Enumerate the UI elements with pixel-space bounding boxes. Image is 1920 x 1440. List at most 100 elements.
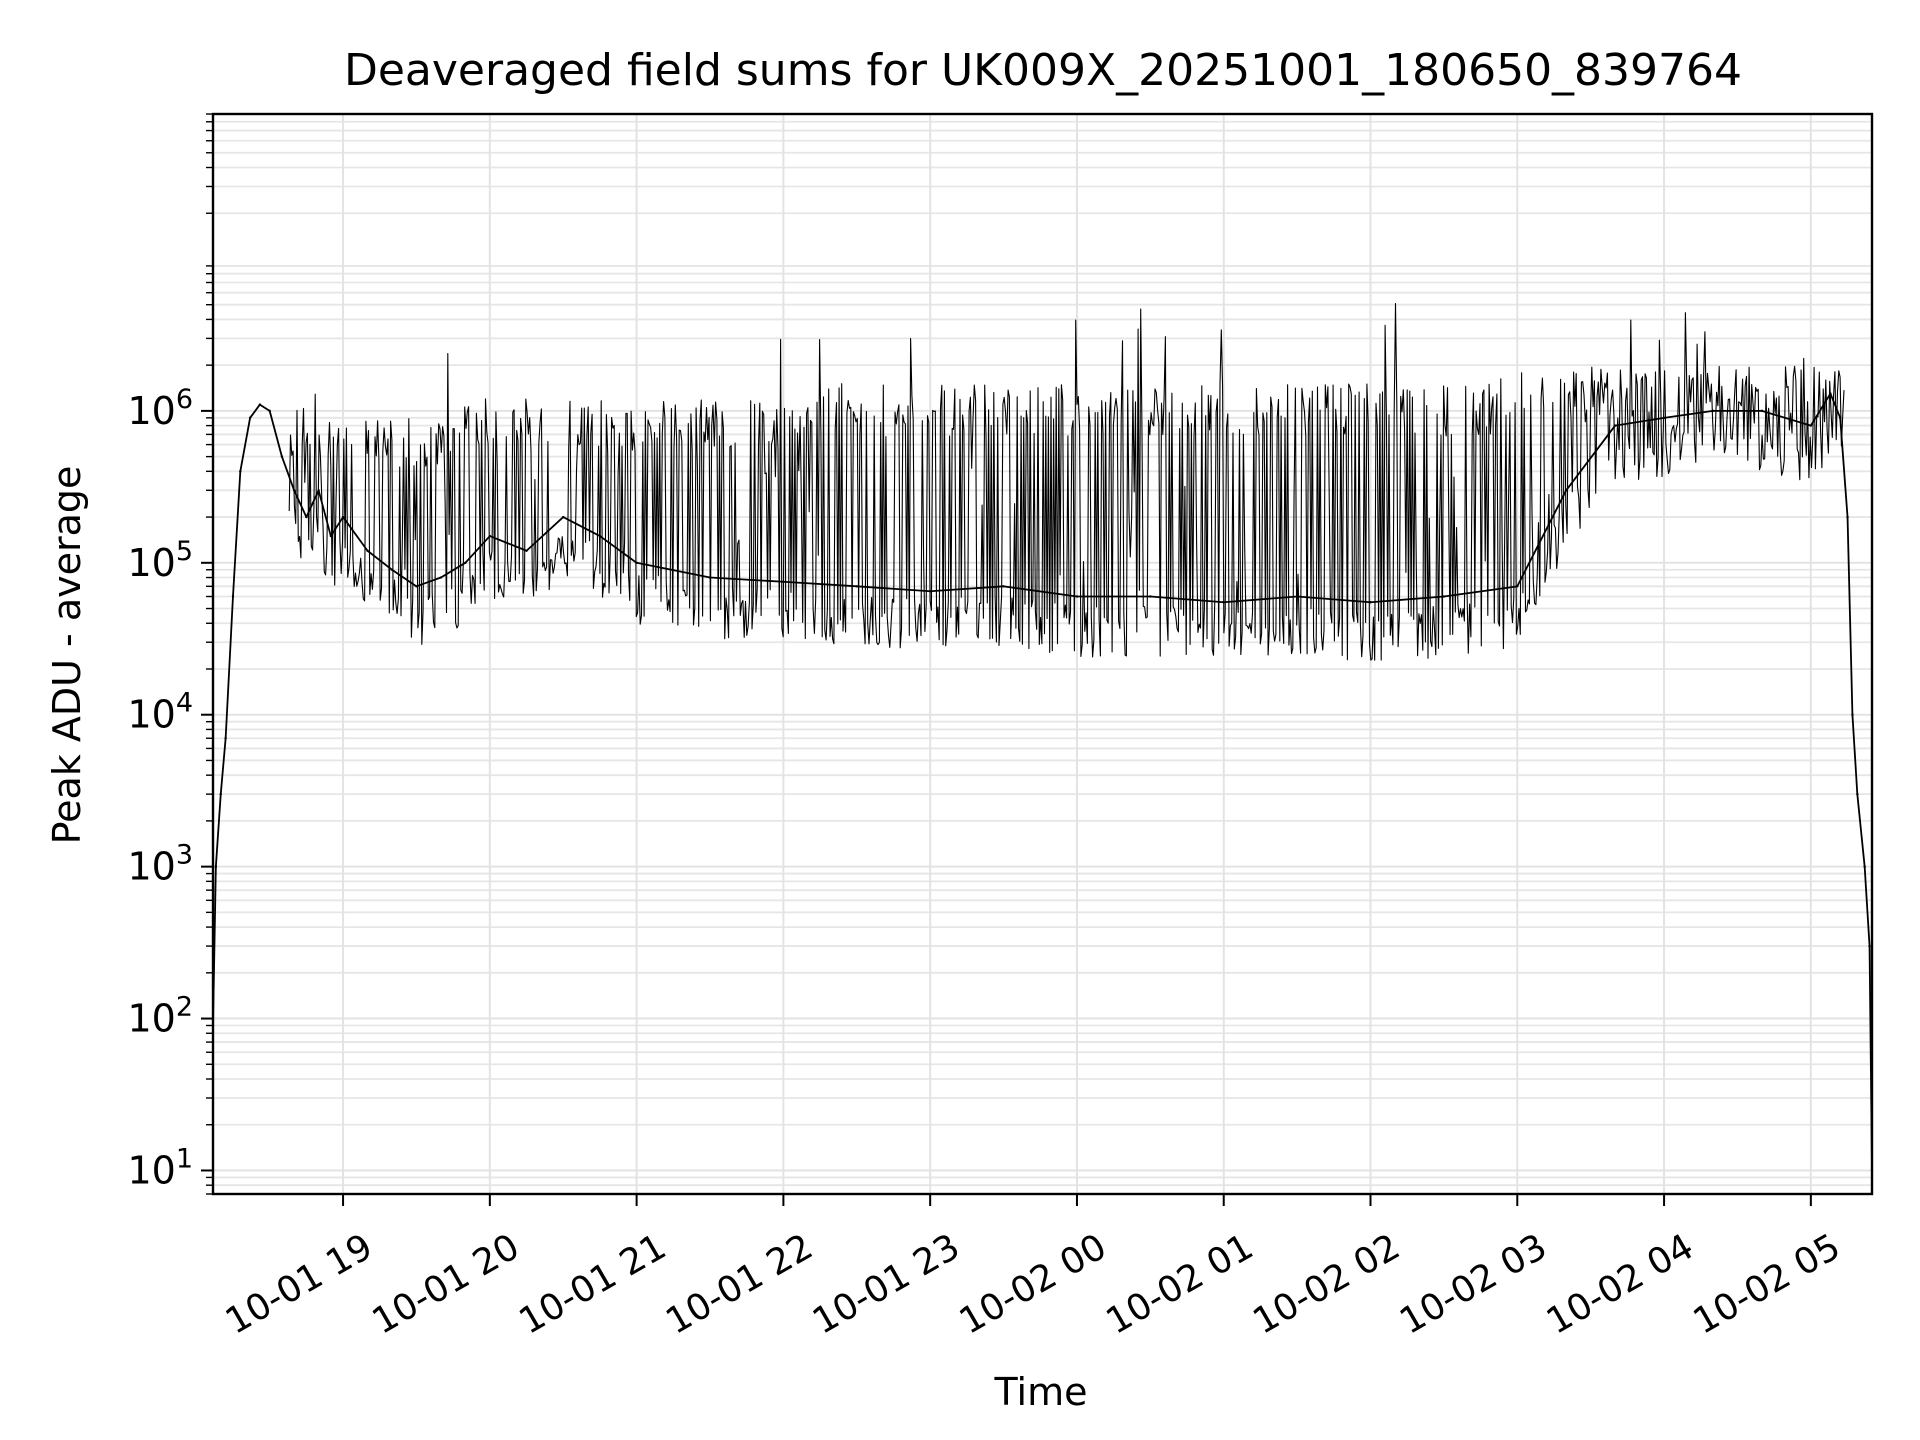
series-point — [1516, 585, 1519, 588]
series-point — [224, 737, 227, 740]
series-segment — [783, 580, 857, 588]
series-segment — [1516, 489, 1568, 587]
series-segment — [1663, 409, 1714, 419]
series-segment — [391, 569, 417, 588]
series-point — [928, 590, 932, 593]
series-point — [635, 561, 638, 564]
series-segment — [1846, 517, 1854, 715]
series-segment — [525, 516, 564, 552]
series-segment — [1565, 425, 1616, 491]
series-point — [708, 576, 712, 579]
series-point — [1295, 595, 1299, 598]
series-segment — [930, 585, 1004, 593]
series-point — [231, 595, 235, 598]
series-point — [439, 576, 443, 579]
y-tick-label: 106 — [127, 384, 193, 433]
series-segment — [1150, 595, 1224, 604]
series-point — [390, 568, 394, 571]
plot-frame — [211, 112, 1874, 1196]
series-segment — [232, 471, 242, 597]
series-segment — [489, 535, 527, 552]
series-segment — [1829, 393, 1842, 419]
series-point — [1868, 944, 1871, 948]
series-segment — [214, 794, 222, 867]
series-segment — [293, 489, 308, 518]
series-segment — [1810, 393, 1832, 427]
series-segment — [224, 596, 234, 739]
series-point — [1856, 792, 1859, 796]
series-point — [329, 534, 333, 538]
series-segment — [1863, 866, 1871, 947]
series-point — [598, 534, 602, 538]
x-axis-label: Time — [994, 1370, 1088, 1414]
series-layer — [211, 303, 1874, 1172]
series-point — [1369, 601, 1372, 604]
series-segment — [599, 535, 638, 564]
y-tick-label: 101 — [127, 1143, 193, 1192]
series-point — [782, 580, 785, 583]
y-axis-label: Peak ADU - average — [45, 466, 89, 845]
series-segment — [464, 535, 491, 564]
series-point — [1075, 595, 1079, 598]
series-point — [464, 561, 467, 564]
series-segment — [330, 516, 344, 537]
series-point — [1222, 601, 1225, 604]
y-tick-label: 104 — [127, 688, 193, 737]
series-point — [219, 792, 222, 796]
series-point — [1809, 424, 1813, 427]
chart-title: Deaveraged field sums for UK009X_2025100… — [344, 45, 1742, 96]
series-point — [1829, 392, 1832, 395]
y-tick-label: 103 — [127, 840, 193, 889]
y-axis: 101 102 103 104 105 106 — [127, 113, 213, 1195]
series-point — [317, 489, 320, 492]
series-point — [1863, 865, 1866, 868]
series-segment — [249, 404, 261, 419]
series-point — [1002, 585, 1005, 588]
series-segment — [219, 738, 227, 795]
series-point — [488, 534, 492, 538]
series-point — [1613, 424, 1617, 427]
series-point — [855, 585, 858, 588]
y-tick-label: 102 — [127, 992, 193, 1041]
series-segment — [636, 561, 711, 579]
series-segment — [1223, 595, 1298, 604]
series-segment — [259, 403, 271, 412]
series-point — [214, 865, 218, 868]
series-segment — [1851, 714, 1859, 795]
series-segment — [268, 410, 283, 457]
series-point — [1149, 595, 1152, 598]
series-segment — [1297, 595, 1371, 604]
series-point — [525, 549, 528, 552]
series-segment — [416, 576, 442, 588]
series-segment — [1614, 416, 1665, 427]
series-point — [292, 489, 296, 492]
series-point — [341, 515, 345, 519]
series-point — [1565, 489, 1568, 492]
series-segment — [1443, 585, 1518, 598]
series-segment — [239, 417, 251, 472]
series-point — [239, 470, 242, 473]
series-point — [280, 455, 284, 458]
series-point — [305, 515, 308, 519]
series-segment — [366, 550, 393, 571]
series-point — [1760, 409, 1764, 413]
series-point — [268, 409, 271, 413]
series-segment — [856, 585, 931, 593]
series-point — [1662, 416, 1666, 420]
series-segment — [1370, 595, 1444, 604]
series-segment — [317, 490, 332, 537]
series-segment — [1839, 417, 1849, 518]
series-point — [258, 403, 262, 406]
y-tick-label: 105 — [127, 536, 193, 585]
series-point — [1846, 515, 1849, 519]
series-point — [1711, 409, 1715, 413]
series-segment — [1003, 585, 1078, 598]
series-point — [366, 549, 369, 552]
series-point — [1442, 595, 1446, 598]
series-segment — [1761, 410, 1812, 427]
series-point — [1838, 416, 1842, 420]
series-point — [562, 515, 565, 519]
series-segment — [342, 516, 369, 552]
